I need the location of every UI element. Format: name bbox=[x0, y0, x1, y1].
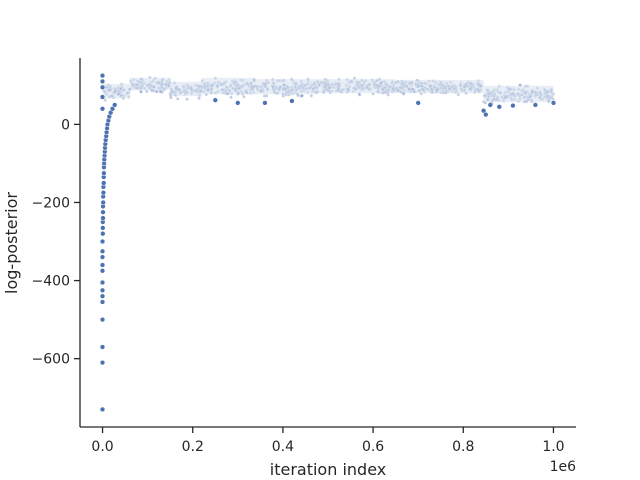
burn-in-point bbox=[99, 94, 106, 100]
trace-point bbox=[175, 97, 180, 101]
burn-in-point bbox=[101, 170, 107, 176]
burn-in-point bbox=[100, 209, 106, 215]
y-tick-label: −400 bbox=[32, 274, 70, 290]
trace-point bbox=[185, 97, 189, 101]
y-axis-label: log-posterior bbox=[2, 192, 21, 294]
x-axis-label: iteration index bbox=[270, 460, 386, 479]
x-tick-label: 0.0 bbox=[91, 439, 113, 455]
trace-point bbox=[103, 98, 107, 102]
outlier-point bbox=[496, 104, 502, 110]
trace-segment-5 bbox=[317, 76, 397, 97]
trace-band bbox=[483, 85, 554, 103]
outlier-point bbox=[550, 100, 557, 106]
burn-in-point bbox=[99, 359, 106, 366]
x-tick-label: 0.2 bbox=[182, 439, 204, 455]
y-tick-label: −600 bbox=[32, 352, 70, 368]
trace-point bbox=[242, 94, 246, 99]
outlier-point bbox=[415, 100, 421, 106]
trace-point bbox=[169, 95, 173, 100]
x-tick-label: 1.0 bbox=[542, 439, 564, 455]
trace-point bbox=[309, 94, 314, 98]
outlier-point bbox=[532, 102, 539, 108]
burn-in-point bbox=[99, 268, 106, 274]
trace-point bbox=[197, 96, 201, 101]
trace-point bbox=[139, 89, 143, 94]
outlier-point bbox=[487, 102, 493, 108]
burn-in-point bbox=[100, 199, 106, 206]
trace-points bbox=[101, 75, 555, 106]
outlier-point bbox=[510, 102, 516, 109]
trace-point bbox=[229, 95, 233, 100]
burn-in-point bbox=[99, 316, 106, 323]
x-axis-offset-label: 1e6 bbox=[550, 459, 577, 475]
y-tick-label: 0 bbox=[61, 117, 70, 133]
trace-band bbox=[201, 77, 256, 95]
trace-band bbox=[319, 79, 396, 94]
burn-in-point bbox=[100, 231, 106, 237]
trace-segment-1 bbox=[128, 75, 172, 94]
burn-in-point bbox=[99, 254, 106, 260]
axes: 0.0 0.2 0.4 0.6 0.8 1.0 −600 −400 −200 0 bbox=[32, 58, 576, 455]
outlier-point bbox=[262, 100, 268, 106]
trace-band bbox=[395, 79, 484, 94]
outlier-point bbox=[212, 97, 218, 103]
y-tick-label: −200 bbox=[32, 195, 70, 211]
outlier-point bbox=[483, 111, 489, 118]
trace-segment-3 bbox=[200, 76, 257, 100]
outlier-points bbox=[212, 97, 557, 118]
x-tick-label: 0.6 bbox=[362, 439, 384, 455]
trace-point bbox=[357, 93, 362, 97]
burn-in-point bbox=[99, 78, 106, 85]
burn-in-point bbox=[99, 84, 106, 90]
burn-in-point bbox=[99, 72, 106, 79]
burn-in-point bbox=[100, 190, 107, 196]
trace-point bbox=[264, 94, 269, 98]
trace-band bbox=[102, 83, 130, 99]
trace-band bbox=[129, 77, 171, 91]
burn-in-point bbox=[100, 215, 106, 221]
trace-band bbox=[170, 81, 202, 97]
burn-in-point bbox=[99, 262, 106, 268]
x-tick-label: 0.4 bbox=[272, 439, 294, 455]
burn-in-points bbox=[99, 72, 118, 413]
burn-in-point bbox=[99, 106, 106, 112]
trace-segment-4 bbox=[255, 77, 321, 99]
x-tick-label: 0.8 bbox=[452, 439, 474, 455]
burn-in-point bbox=[99, 238, 106, 245]
outlier-point bbox=[480, 108, 487, 114]
burn-in-point bbox=[101, 180, 107, 186]
trace-segment-6 bbox=[394, 78, 484, 97]
trace-point bbox=[300, 94, 304, 98]
burn-in-point bbox=[99, 406, 106, 413]
burn-in-point bbox=[99, 248, 106, 254]
burn-in-point bbox=[99, 287, 106, 293]
plot-area bbox=[99, 72, 557, 413]
burn-in-point bbox=[112, 102, 118, 108]
trace-segment-2 bbox=[168, 81, 203, 101]
outlier-point bbox=[235, 100, 241, 106]
trace-band bbox=[255, 79, 319, 95]
trace-point bbox=[456, 92, 461, 97]
burn-in-point bbox=[99, 279, 106, 286]
burn-in-point bbox=[99, 299, 106, 305]
trace-segment-7 bbox=[481, 83, 555, 106]
burn-in-point bbox=[99, 344, 106, 350]
burn-in-point bbox=[109, 106, 116, 112]
trace-segment-0 bbox=[101, 82, 131, 102]
outlier-point bbox=[289, 98, 295, 104]
burn-in-point bbox=[100, 225, 106, 231]
burn-in-point bbox=[99, 293, 106, 299]
